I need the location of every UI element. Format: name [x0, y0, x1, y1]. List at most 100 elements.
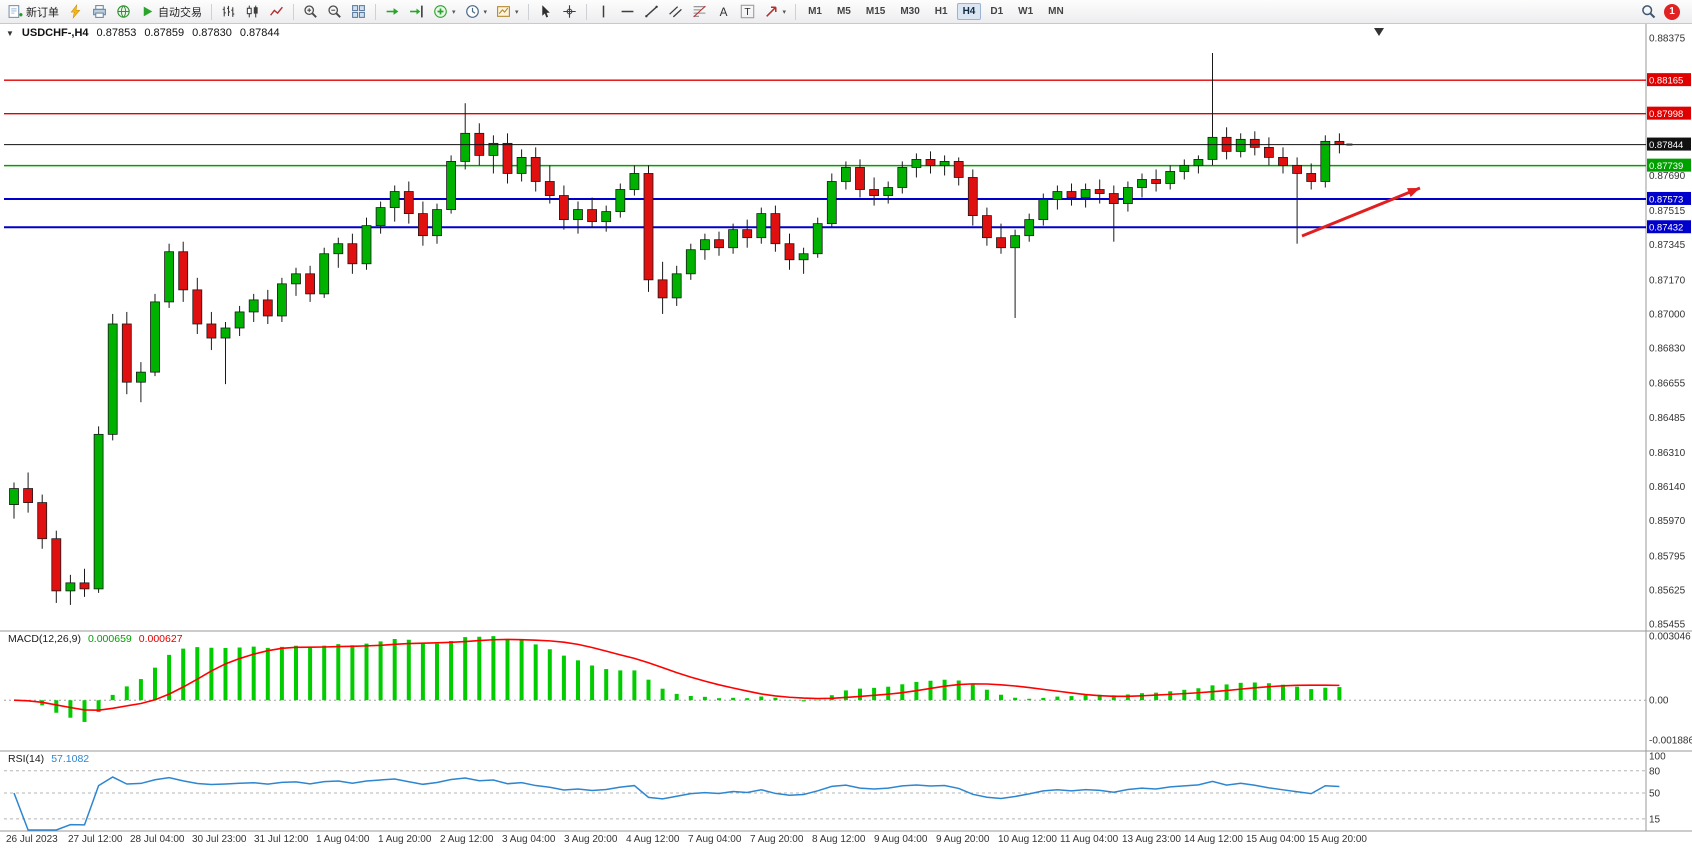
candle-body [23, 488, 34, 503]
chart-canvas[interactable]: 0.88375 0.87690 0.87515 0.87345 0.87170 0.870… [0, 24, 1692, 852]
indicators-button[interactable]: ▾ [429, 2, 460, 22]
rsi-indicator-label: RSI(14) 57.1082 [8, 753, 89, 765]
new-order-icon [8, 4, 23, 19]
candle-body [262, 299, 273, 317]
candle-body [1094, 189, 1105, 194]
time-axis-label: 14 Aug 12:00 [1184, 834, 1243, 845]
timeframe-h1[interactable]: H1 [929, 3, 954, 20]
candle-body [403, 191, 414, 214]
notification-badge[interactable]: 1 [1664, 3, 1680, 20]
candle-body [178, 251, 189, 291]
print-button[interactable] [88, 2, 111, 22]
candle-body [700, 239, 710, 251]
template-icon [496, 4, 511, 19]
timeframe-m1[interactable]: M1 [802, 3, 828, 20]
toolbar-separator [585, 3, 587, 20]
vertical-line-icon [596, 4, 611, 19]
candle-body [869, 189, 879, 196]
candle-body [1292, 165, 1302, 174]
templates-button[interactable]: ▾ [492, 2, 523, 22]
time-axis-label: 8 Aug 12:00 [812, 834, 866, 845]
toolbar-separator [375, 3, 376, 20]
candle-body [248, 299, 259, 313]
timeframe-m30[interactable]: M30 [894, 3, 925, 20]
new-order-label: 新订单 [26, 6, 59, 19]
time-axis-label: 31 Jul 12:00 [254, 834, 309, 845]
trend-arrow[interactable] [1301, 186, 1421, 238]
periods-button[interactable]: ▾ [461, 2, 492, 22]
time-axis-label: 2 Aug 12:00 [440, 834, 494, 845]
zoom-in-button[interactable] [299, 2, 322, 22]
bars-chart-button[interactable] [217, 2, 240, 22]
equidistant-channel-button[interactable] [664, 2, 687, 22]
candle-body [671, 273, 682, 299]
rsi-axis-label: 100 [1649, 752, 1666, 763]
candle-body [1278, 157, 1288, 166]
tile-windows-button[interactable] [347, 2, 370, 22]
timeframe-d1[interactable]: D1 [984, 3, 1009, 20]
timeframe-m15[interactable]: M15 [860, 3, 891, 20]
flash-button[interactable] [64, 2, 87, 22]
price-axis-label: 0.87170 [1649, 275, 1686, 286]
candle-body [1038, 199, 1049, 221]
candle-body [714, 239, 724, 249]
macd-name: MACD(12,26,9) [8, 633, 81, 645]
candle-body [615, 189, 626, 212]
price-badge [1647, 106, 1691, 120]
candle-body [192, 289, 203, 325]
fibonacci-button[interactable] [688, 2, 711, 22]
candlestick-chart-button[interactable] [241, 2, 264, 22]
candle-body [389, 191, 400, 208]
autotrading-button[interactable]: 自动交易 [136, 2, 206, 22]
candle-body [911, 159, 922, 168]
candle-body [305, 273, 316, 295]
crosshair-button[interactable] [558, 2, 581, 22]
search-button[interactable] [1637, 2, 1660, 22]
timeframe-m5[interactable]: M5 [831, 3, 857, 20]
text-button[interactable]: A [712, 2, 735, 22]
candle-body [375, 207, 386, 227]
chart-shift-button[interactable] [405, 2, 428, 22]
trendline-button[interactable] [640, 2, 663, 22]
time-axis-label: 3 Aug 20:00 [564, 834, 618, 845]
trend-arrow-head[interactable] [1407, 188, 1420, 198]
zoom-out-button[interactable] [323, 2, 346, 22]
text-label-button[interactable]: T [736, 2, 759, 22]
candle-body [488, 142, 499, 156]
candle-body [502, 142, 513, 174]
candle-body [1235, 138, 1246, 152]
chart-shift-end-marker[interactable] [1374, 28, 1384, 36]
horizontal-line-button[interactable] [616, 2, 639, 22]
candle-body [530, 157, 541, 182]
candle-body [841, 167, 851, 182]
timeframe-w1[interactable]: W1 [1012, 3, 1039, 20]
candlestick-chart-icon [245, 4, 260, 19]
cursor-button[interactable] [534, 2, 557, 22]
rsi-axis-label: 15 [1649, 814, 1661, 825]
toolbar-separator [293, 3, 294, 20]
time-axis-label: 15 Aug 20:00 [1308, 834, 1367, 845]
macd-indicator-label: MACD(12,26,9) 0.000659 0.000627 [8, 633, 183, 645]
chart-collapse-icon[interactable]: ▼ [6, 28, 14, 38]
candle-body [728, 229, 738, 249]
chart-close-value: 0.87844 [239, 27, 280, 39]
indicators-add-icon [433, 4, 448, 19]
community-button[interactable] [112, 2, 135, 22]
price-badge [1647, 220, 1691, 234]
chart-symbol-period: USDCHF-,H4 [21, 27, 89, 39]
line-chart-button[interactable] [265, 2, 288, 22]
rsi-line [13, 776, 1340, 831]
time-axis-label: 28 Jul 04:00 [130, 834, 185, 845]
toolbar-separator [527, 3, 529, 20]
vertical-line-button[interactable] [592, 2, 615, 22]
timeframe-mn[interactable]: MN [1042, 3, 1070, 20]
auto-scroll-button[interactable] [381, 2, 404, 22]
price-badge-label: 0.87844 [1649, 140, 1683, 151]
fibonacci-icon [692, 4, 707, 19]
new-order-button[interactable]: 新订单 [4, 2, 63, 22]
price-axis-label: 0.86485 [1649, 413, 1686, 424]
candle-body [1306, 173, 1317, 182]
periods-clock-icon [465, 4, 480, 19]
timeframe-h4[interactable]: H4 [956, 3, 982, 20]
arrows-button[interactable]: ▾ [760, 2, 791, 22]
